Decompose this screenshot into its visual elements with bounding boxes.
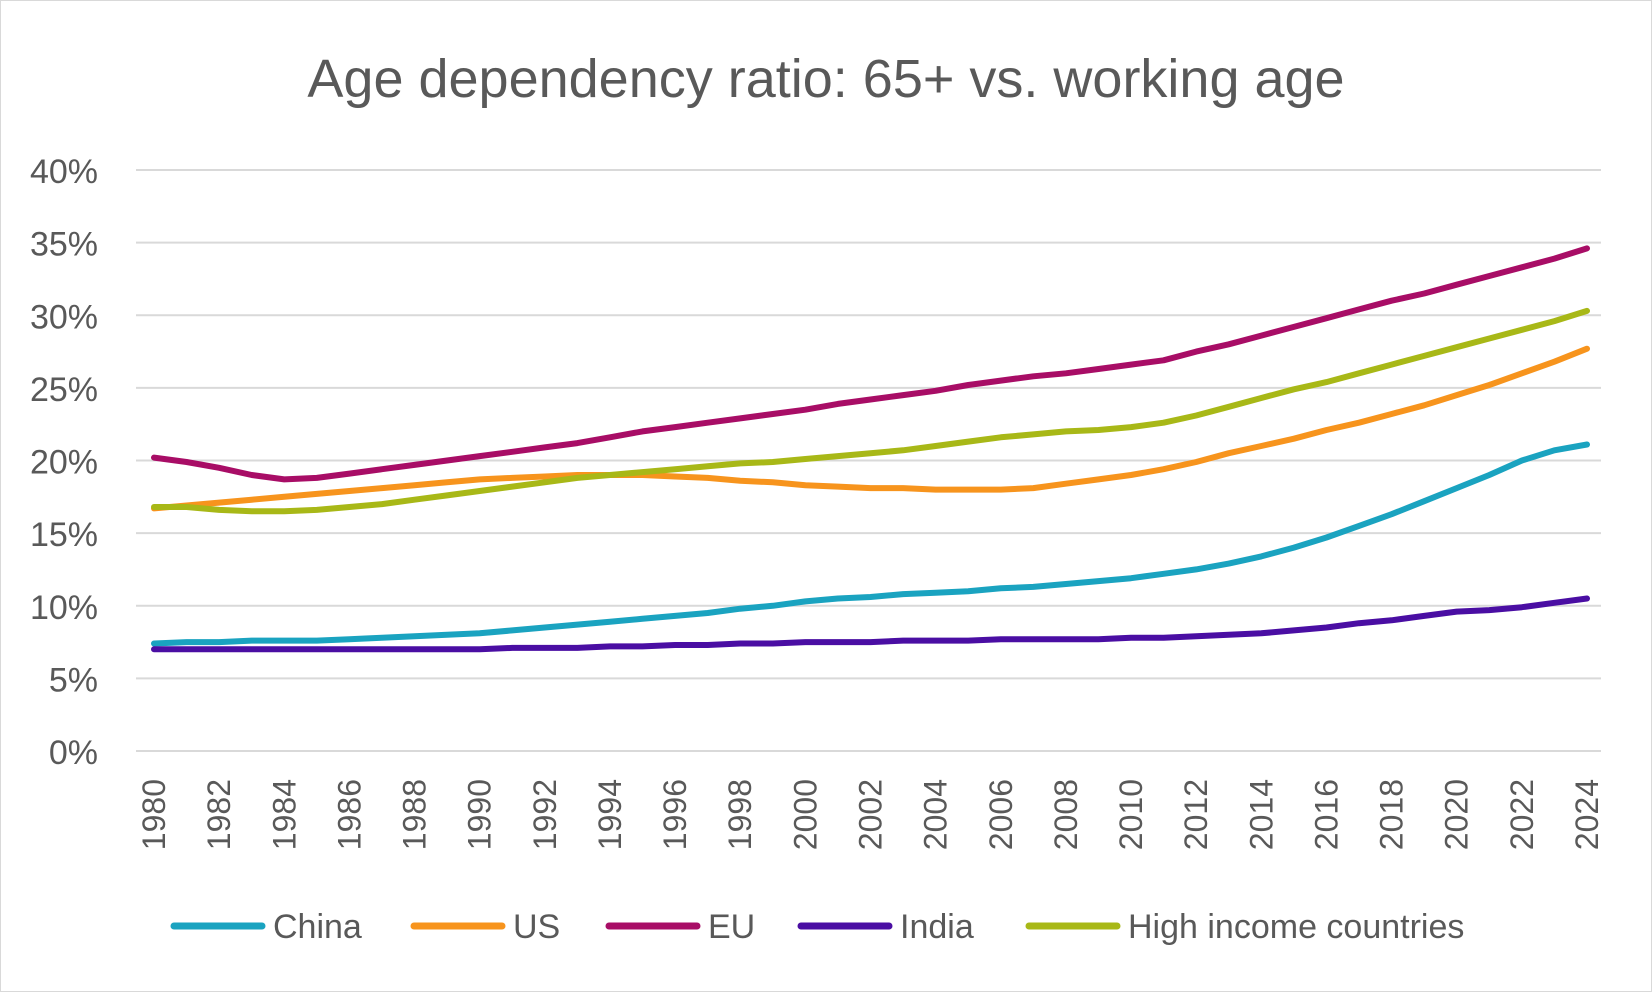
legend-item: India <box>797 908 974 946</box>
x-tick-label: 2000 <box>787 779 823 850</box>
legend-item: EU <box>605 908 755 946</box>
x-tick-label: 1980 <box>136 779 172 850</box>
legend-label: India <box>900 908 974 946</box>
legend-item: US <box>410 908 560 946</box>
x-tick-label: 1990 <box>462 779 498 850</box>
x-tick-label: 2008 <box>1048 779 1084 850</box>
y-axis-ticks: 0% 5% 10% 15% 20% 25% 30% 35% 40% <box>30 153 98 772</box>
y-tick-label: 40% <box>30 153 98 191</box>
legend-label: China <box>273 908 362 946</box>
legend-item: China <box>170 908 362 946</box>
x-tick-label: 1996 <box>657 779 693 850</box>
x-tick-label: 1986 <box>331 779 367 850</box>
gridlines <box>136 169 1601 752</box>
x-tick-label: 2014 <box>1243 779 1279 850</box>
y-tick-label: 20% <box>30 444 98 482</box>
x-tick-label: 1994 <box>592 779 628 850</box>
series-line-india <box>151 595 1590 653</box>
x-tick-label: 2002 <box>853 779 889 850</box>
x-tick-label: 2020 <box>1439 779 1475 850</box>
x-tick-label: 1988 <box>397 779 433 850</box>
y-tick-label: 0% <box>49 734 98 772</box>
x-tick-label: 2006 <box>983 779 1019 850</box>
x-tick-label: 2010 <box>1113 779 1149 850</box>
y-tick-label: 5% <box>49 661 98 699</box>
x-tick-label: 1992 <box>527 779 563 850</box>
y-tick-label: 15% <box>30 516 98 554</box>
series-line-eu <box>151 245 1590 483</box>
x-tick-label: 2018 <box>1374 779 1410 850</box>
y-tick-label: 10% <box>30 589 98 627</box>
x-tick-label: 1998 <box>722 779 758 850</box>
y-tick-label: 25% <box>30 371 98 409</box>
legend-label: EU <box>708 908 755 946</box>
x-tick-label: 2024 <box>1569 779 1605 850</box>
series-line-high-income-countries <box>151 307 1590 515</box>
x-tick-label: 2016 <box>1308 779 1344 850</box>
x-tick-label: 1982 <box>201 779 237 850</box>
legend-label: US <box>513 908 560 946</box>
legend-label: High income countries <box>1128 908 1464 946</box>
legend: China US EU India High income countries <box>170 908 1464 946</box>
x-tick-label: 2022 <box>1504 779 1540 850</box>
series-line-china <box>151 441 1590 647</box>
series-line-us <box>151 345 1590 512</box>
y-tick-label: 35% <box>30 226 98 264</box>
legend-item: High income countries <box>1025 908 1464 946</box>
x-tick-label: 2004 <box>918 779 954 850</box>
x-tick-label: 2012 <box>1178 779 1214 850</box>
x-axis-ticks: 1980 1982 1984 1986 1988 1990 1992 1994 1996 1998… <box>136 779 1605 850</box>
chart-title: Age dependency ratio: 65+ vs. working ag… <box>307 49 1344 109</box>
series-lines <box>151 245 1590 653</box>
x-tick-label: 1984 <box>266 779 302 850</box>
y-tick-label: 30% <box>30 298 98 336</box>
